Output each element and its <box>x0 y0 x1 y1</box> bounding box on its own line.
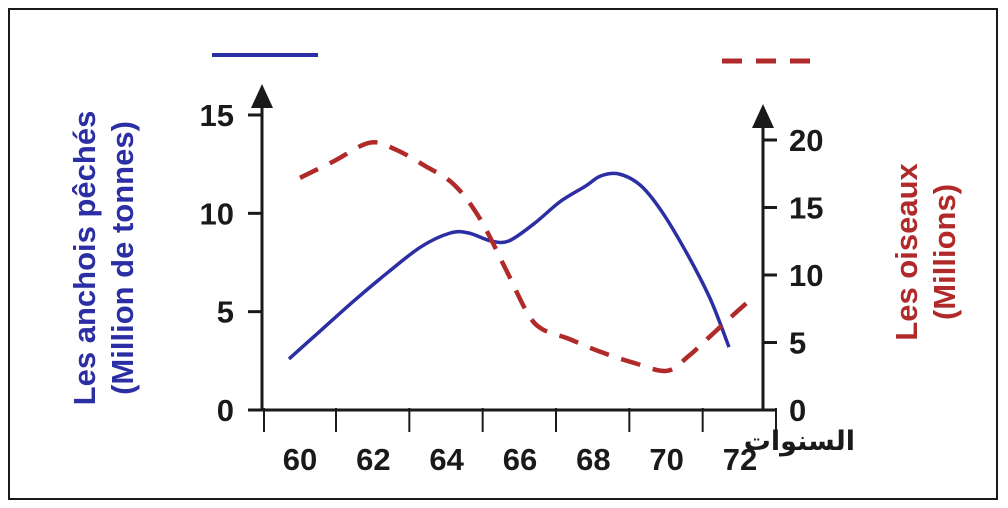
right-y-tick-label: 15 <box>789 191 823 226</box>
right-axis-title-line1: Les oiseaux <box>889 163 924 341</box>
series-layer <box>287 140 753 374</box>
right-y-tick-label: 20 <box>789 123 823 158</box>
right-axis-arrow-icon <box>752 104 774 128</box>
x-axis-title: السنوات <box>744 426 855 457</box>
right-axis-title-line2: (Millions) <box>927 184 962 320</box>
right-y-tick-label: 0 <box>789 393 806 428</box>
left-axis-title-line1: Les anchois pêchés <box>67 111 102 406</box>
series-line-birds <box>299 140 753 374</box>
left-axis-arrow-icon <box>251 84 273 108</box>
left-y-tick-label: 0 <box>217 393 234 428</box>
right-y-tick-label: 10 <box>789 258 823 293</box>
axes-layer: 60 62 64 66 68 70 72 0 5 10 15 0 5 10 15 20 <box>200 84 823 477</box>
x-tick-label: 68 <box>576 442 610 477</box>
x-tick-label: 62 <box>356 442 390 477</box>
x-tick-label: 70 <box>649 442 683 477</box>
left-axis-title: Les anchois pêchés (Million de tonnes) <box>67 111 140 406</box>
x-tick-label: 72 <box>723 442 757 477</box>
chart-frame <box>8 8 998 500</box>
left-y-tick-label: 15 <box>200 98 234 133</box>
x-tick-label: 60 <box>283 442 317 477</box>
x-tick-label: 64 <box>429 442 464 477</box>
right-y-tick-label: 5 <box>789 326 806 361</box>
left-axis-title-line2: (Million de tonnes) <box>105 121 140 395</box>
x-tick-label: 66 <box>503 442 537 477</box>
left-y-tick-label: 5 <box>217 295 234 330</box>
left-y-tick-label: 10 <box>200 196 234 231</box>
right-axis-title: Les oiseaux (Millions) <box>889 163 962 341</box>
series-line-anchovies <box>287 171 731 361</box>
